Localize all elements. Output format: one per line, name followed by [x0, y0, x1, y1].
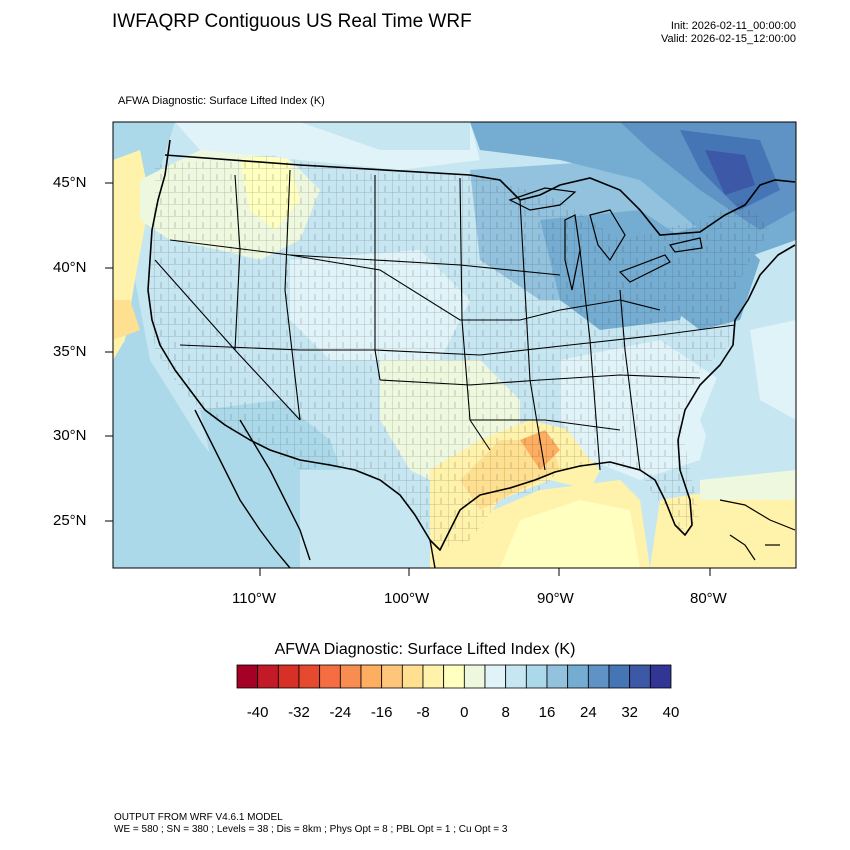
- lon-label-100w: 100°W: [384, 590, 430, 607]
- colorbar-label: -8: [416, 704, 430, 721]
- colorbar-label: -16: [370, 704, 393, 721]
- colorbar-box: [360, 664, 383, 689]
- model-config: WE = 580 ; SN = 380 ; Levels = 38 ; Dis …: [114, 824, 508, 835]
- lat-label-45: 45°N: [53, 174, 87, 191]
- colorbar-box: [236, 664, 259, 689]
- colorbar-box: [505, 664, 527, 689]
- lon-label-90w: 90°W: [537, 590, 574, 607]
- colorbar-box: [277, 664, 300, 689]
- canada-border: [164, 154, 796, 236]
- colorbar-box: [339, 664, 362, 689]
- lat-label-30: 30°N: [53, 427, 87, 444]
- great-lakes: [508, 187, 703, 291]
- axis-ticks: [105, 182, 711, 576]
- county-boundaries: [148, 155, 770, 550]
- colorbar-label: -32: [288, 704, 310, 721]
- colorbar-label: -24: [329, 704, 352, 721]
- map-frame: [112, 121, 797, 569]
- model-info: OUTPUT FROM WRF V4.6.1 MODEL WE = 580 ; …: [114, 812, 507, 836]
- colorbar-box: [587, 664, 610, 689]
- init-time: Init: 2026-02-11_00:00:00: [670, 20, 796, 32]
- mexico-coast: [194, 409, 436, 568]
- colorbar-label: 8: [501, 704, 510, 721]
- state-borders: [154, 169, 736, 471]
- colorbar-box: [608, 664, 631, 689]
- colorbar-label: 0: [460, 704, 469, 721]
- colorbar-box: [567, 664, 589, 689]
- colorbar-box: [484, 664, 507, 689]
- colorbar-box: [546, 664, 569, 689]
- us-outline: [147, 139, 796, 551]
- colorbar-box: [381, 664, 403, 689]
- colorbar: [236, 664, 672, 689]
- colorbar-label: 24: [579, 704, 597, 721]
- colorbar-box: [525, 664, 548, 689]
- lat-label-25: 25°N: [53, 512, 87, 529]
- plot-title: IWFAQRP Contiguous US Real Time WRF: [112, 11, 472, 32]
- colorbar-box: [629, 664, 651, 689]
- colorbar-box: [401, 664, 424, 689]
- colorbar-label: 32: [621, 704, 638, 721]
- colorbar-box: [298, 664, 321, 689]
- colorbar-box: [422, 664, 445, 689]
- colorbar-title: AFWA Diagnostic: Surface Lifted Index (K…: [274, 641, 576, 658]
- colorbar-box: [463, 664, 486, 689]
- lat-label-40: 40°N: [53, 259, 87, 276]
- colorbar-label: 40: [662, 704, 680, 721]
- colorbar-label: -40: [246, 704, 269, 721]
- colorbar-box: [319, 664, 341, 689]
- model-version: OUTPUT FROM WRF V4.6.1 MODEL: [114, 812, 283, 823]
- colorbar-label: 16: [538, 704, 556, 721]
- valid-time: Valid: 2026-02-15_12:00:00: [661, 33, 796, 45]
- lon-label-80w: 80°W: [690, 590, 727, 607]
- caribbean-islands: [719, 499, 796, 561]
- colorbar-box: [649, 664, 672, 689]
- field-subtitle: AFWA Diagnostic: Surface Lifted Index (K…: [118, 95, 325, 107]
- colorbar-box: [443, 664, 465, 689]
- lon-label-110w: 110°W: [232, 590, 277, 607]
- run-times: Init: 2026-02-11_00:00:00 Valid: 2026-02…: [661, 20, 796, 46]
- lat-label-35: 35°N: [53, 343, 87, 360]
- colorbar-box: [257, 664, 279, 689]
